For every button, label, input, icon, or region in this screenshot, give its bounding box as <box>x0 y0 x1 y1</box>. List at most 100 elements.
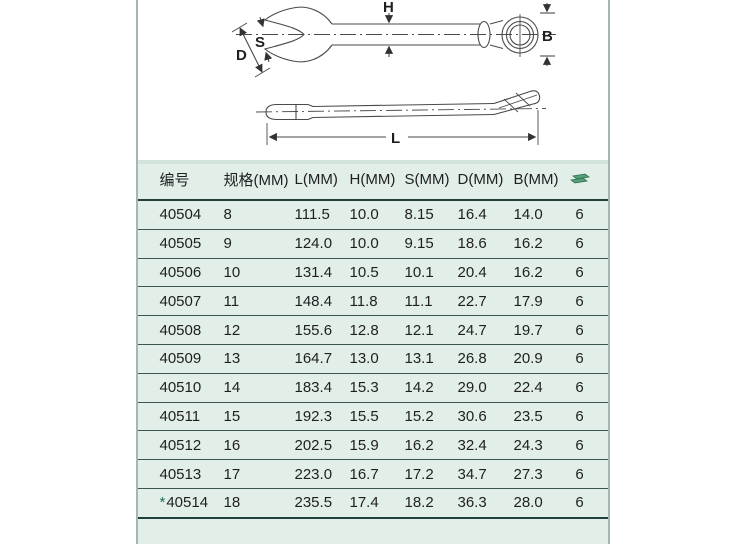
side-view-step-top <box>307 103 314 108</box>
no-cell: *40514 <box>159 494 209 512</box>
dim-label-l: L <box>391 130 400 147</box>
spec-cell: 11 <box>223 292 240 310</box>
qty-cell: 6 <box>575 379 584 397</box>
d-cell: 29.0 <box>457 379 487 397</box>
qty-cell: 6 <box>575 292 584 310</box>
qty-cell: 6 <box>575 263 584 281</box>
table-row: 40508 12 155.6 12.8 12.1 24.7 19.7 6 <box>137 316 608 345</box>
d-cell: 30.6 <box>457 407 487 425</box>
qty-cell: 6 <box>575 407 584 425</box>
s-cell: 16.2 <box>404 436 434 454</box>
h-cell: 12.8 <box>349 321 379 339</box>
table-row: *40514 18 235.5 17.4 18.2 36.3 28.0 6 <box>137 489 608 519</box>
dim-label-h: H <box>383 0 394 16</box>
table-row: 40512 16 202.5 15.9 16.2 32.4 24.3 6 <box>137 431 608 461</box>
spec-cell: 8 <box>223 206 232 224</box>
l-cell: 124.0 <box>294 235 333 253</box>
dim-line-d <box>239 27 263 73</box>
no-cell: 40507 <box>159 292 202 310</box>
h-cell: 17.4 <box>349 494 379 512</box>
s-cell: 8.15 <box>404 206 434 224</box>
shaft-boss <box>477 20 491 49</box>
dim-ext-d-bottom <box>254 67 271 78</box>
h-cell: 13.0 <box>349 350 379 368</box>
qty-cell: 6 <box>575 350 584 368</box>
col-header-h: H(MM) <box>349 171 396 188</box>
b-cell: 22.4 <box>513 379 543 397</box>
d-cell: 16.4 <box>457 206 487 224</box>
d-cell: 22.7 <box>457 292 487 310</box>
wrench-dimension-diagram: H B D S L <box>231 0 556 147</box>
qty-cell: 6 <box>575 465 584 483</box>
table-row: 40504 8 111.5 10.0 8.15 16.4 14.0 6 <box>137 201 608 230</box>
col-header-spec: 规格(MM) <box>223 172 289 189</box>
no-cell: 40513 <box>159 465 202 483</box>
l-cell: 131.4 <box>294 263 333 281</box>
s-cell: 13.1 <box>404 350 434 368</box>
h-cell: 16.7 <box>349 465 379 483</box>
neck-top <box>489 19 504 25</box>
no-cell: 40505 <box>159 235 202 253</box>
table-row: 40509 13 164.7 13.0 13.1 26.8 20.9 6 <box>137 345 608 374</box>
no-cell: 40506 <box>159 263 202 281</box>
l-cell: 183.4 <box>294 379 333 397</box>
b-cell: 17.9 <box>513 292 543 310</box>
star-marker: * <box>159 494 166 512</box>
b-cell: 20.9 <box>513 350 543 368</box>
d-cell: 26.8 <box>457 350 487 368</box>
ring-end-hatch-3 <box>498 94 538 109</box>
h-cell: 10.0 <box>349 235 379 253</box>
col-header-s: S(MM) <box>404 171 450 188</box>
no-cell: 40510 <box>159 379 202 397</box>
s-cell: 10.1 <box>404 263 434 281</box>
neck-bottom <box>489 44 504 50</box>
table-row: 40513 17 223.0 16.7 17.2 34.7 27.3 6 <box>137 460 608 489</box>
centerline-side-view <box>255 108 547 113</box>
spec-cell: 10 <box>223 263 241 281</box>
l-cell: 223.0 <box>294 465 333 483</box>
spec-cell: 9 <box>223 235 232 253</box>
col-header-d: D(MM) <box>457 171 504 188</box>
s-cell: 9.15 <box>404 235 434 253</box>
s-cell: 18.2 <box>404 494 434 512</box>
side-view-ring-end <box>493 90 541 116</box>
col-header-qty <box>566 171 594 189</box>
h-cell: 15.5 <box>349 407 379 425</box>
spec-cell: 16 <box>223 436 241 454</box>
side-view-body-top <box>312 102 495 108</box>
h-cell: 15.3 <box>349 379 379 397</box>
s-cell: 12.1 <box>404 321 434 339</box>
side-view-step-bottom <box>307 116 314 121</box>
dim-label-b: B <box>542 28 553 45</box>
l-cell: 148.4 <box>294 292 333 310</box>
b-cell: 24.3 <box>513 436 543 454</box>
b-cell: 14.0 <box>513 206 543 224</box>
no-cell: 40504 <box>159 206 202 224</box>
spec-cell: 18 <box>223 494 241 512</box>
b-cell: 27.3 <box>513 465 543 483</box>
page-left-border <box>136 0 138 544</box>
table-row: 40511 15 192.3 15.5 15.2 30.6 23.5 6 <box>137 403 608 432</box>
col-header-b: B(MM) <box>513 171 559 188</box>
ring-end-hatch-1 <box>503 98 519 113</box>
d-cell: 36.3 <box>457 494 487 512</box>
b-cell: 23.5 <box>513 407 543 425</box>
d-cell: 24.7 <box>457 321 487 339</box>
spec-table: 编号 规格(MM) L(MM) H(MM) S(MM) D(MM) B(MM) … <box>137 160 608 544</box>
dim-label-d: D <box>236 47 247 64</box>
no-cell: 40508 <box>159 321 202 339</box>
l-cell: 155.6 <box>294 321 333 339</box>
no-cell: 40512 <box>159 436 202 454</box>
dim-arrow-s-bottom <box>264 51 273 63</box>
h-cell: 10.5 <box>349 263 379 281</box>
l-cell: 164.7 <box>294 350 333 368</box>
qty-cell: 6 <box>575 436 584 454</box>
spec-cell: 13 <box>223 350 241 368</box>
stacked-boxes-icon <box>569 173 590 183</box>
s-cell: 14.2 <box>404 379 434 397</box>
table-row: 40507 11 148.4 11.8 11.1 22.7 17.9 6 <box>137 287 608 317</box>
side-view-body-bottom <box>312 113 495 119</box>
col-header-no: 编号 <box>159 172 190 189</box>
s-cell: 11.1 <box>404 292 433 310</box>
